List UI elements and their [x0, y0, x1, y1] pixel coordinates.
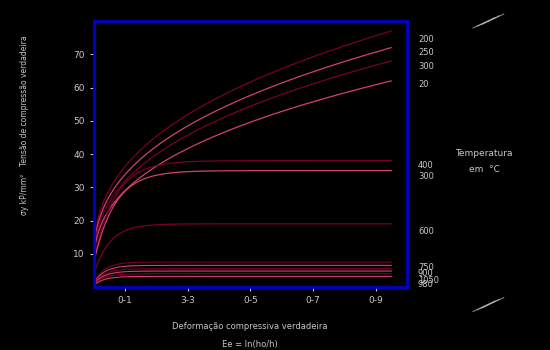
Text: 900: 900: [418, 269, 434, 278]
Text: σy kP/mm²: σy kP/mm²: [20, 173, 29, 215]
Text: em  °C: em °C: [469, 166, 499, 174]
Text: 600: 600: [418, 227, 434, 236]
Text: Temperatura: Temperatura: [455, 149, 513, 159]
Text: 400: 400: [418, 161, 434, 170]
Text: 300: 300: [418, 172, 434, 181]
Text: Ee = ln(ho/h): Ee = ln(ho/h): [222, 340, 278, 349]
Text: Deformação compressiva verdadeira: Deformação compressiva verdadeira: [173, 322, 328, 331]
Text: Tensão de compressão verdadeira: Tensão de compressão verdadeira: [20, 35, 29, 166]
Text: 750: 750: [418, 262, 434, 272]
Text: 1050: 1050: [418, 276, 439, 285]
Text: 250: 250: [418, 48, 434, 57]
Text: 980: 980: [418, 280, 434, 289]
Text: 200: 200: [418, 35, 434, 44]
Text: 300: 300: [418, 62, 434, 71]
Text: 20: 20: [418, 80, 428, 89]
